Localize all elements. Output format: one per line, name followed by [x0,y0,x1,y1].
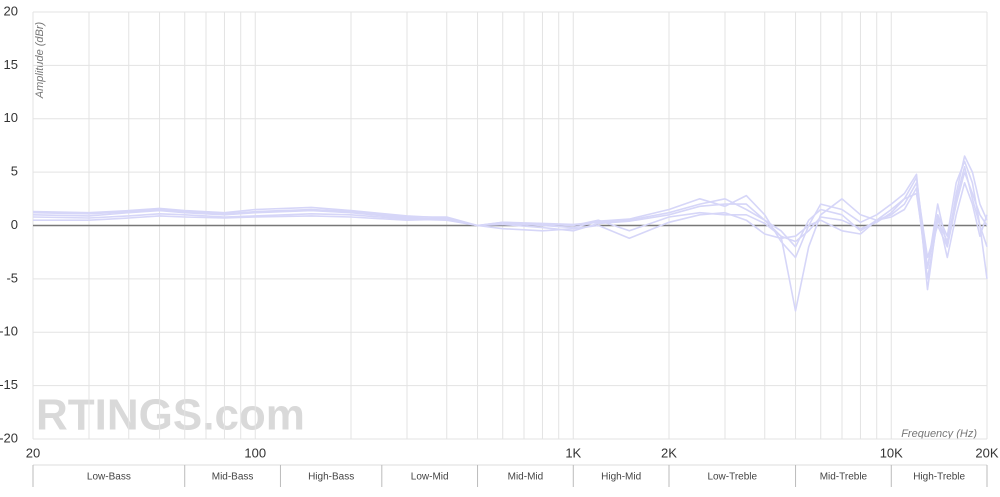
y-tick-label: -20 [0,430,18,445]
x-tick-label: 1K [565,445,581,460]
band-label: High-Bass [308,472,354,483]
response-line [32,182,988,269]
y-tick-label: -10 [0,324,18,339]
band-label: High-Treble [913,472,965,483]
band-label: Low-Mid [411,472,449,483]
band-label: Low-Bass [87,472,131,483]
x-tick-label: 2K [661,445,677,460]
x-tick-label: 20 [26,445,40,460]
y-tick-label: 0 [11,217,18,232]
y-axis-title: Amplitude (dBr) [34,21,46,99]
y-tick-label: 5 [11,164,18,179]
y-tick-label: 20 [4,3,18,18]
band-label: Mid-Bass [212,472,254,483]
response-line [32,155,988,312]
band-label: Mid-Treble [820,472,868,483]
response-line [33,166,988,280]
y-tick-label: 10 [4,110,18,125]
x-tick-label: 100 [244,445,266,460]
band-label: High-Mid [601,472,641,483]
x-tick-label: 20K [975,445,998,460]
x-tick-label: 10K [880,445,903,460]
band-label: Mid-Mid [508,472,544,483]
y-tick-label: -5 [6,270,18,285]
watermark: RTINGS.com [36,391,305,440]
x-axis-title: Frequency (Hz) [901,428,977,440]
y-tick-label: -15 [0,377,18,392]
y-tick-label: 15 [4,57,18,72]
band-label: Low-Treble [707,472,757,483]
